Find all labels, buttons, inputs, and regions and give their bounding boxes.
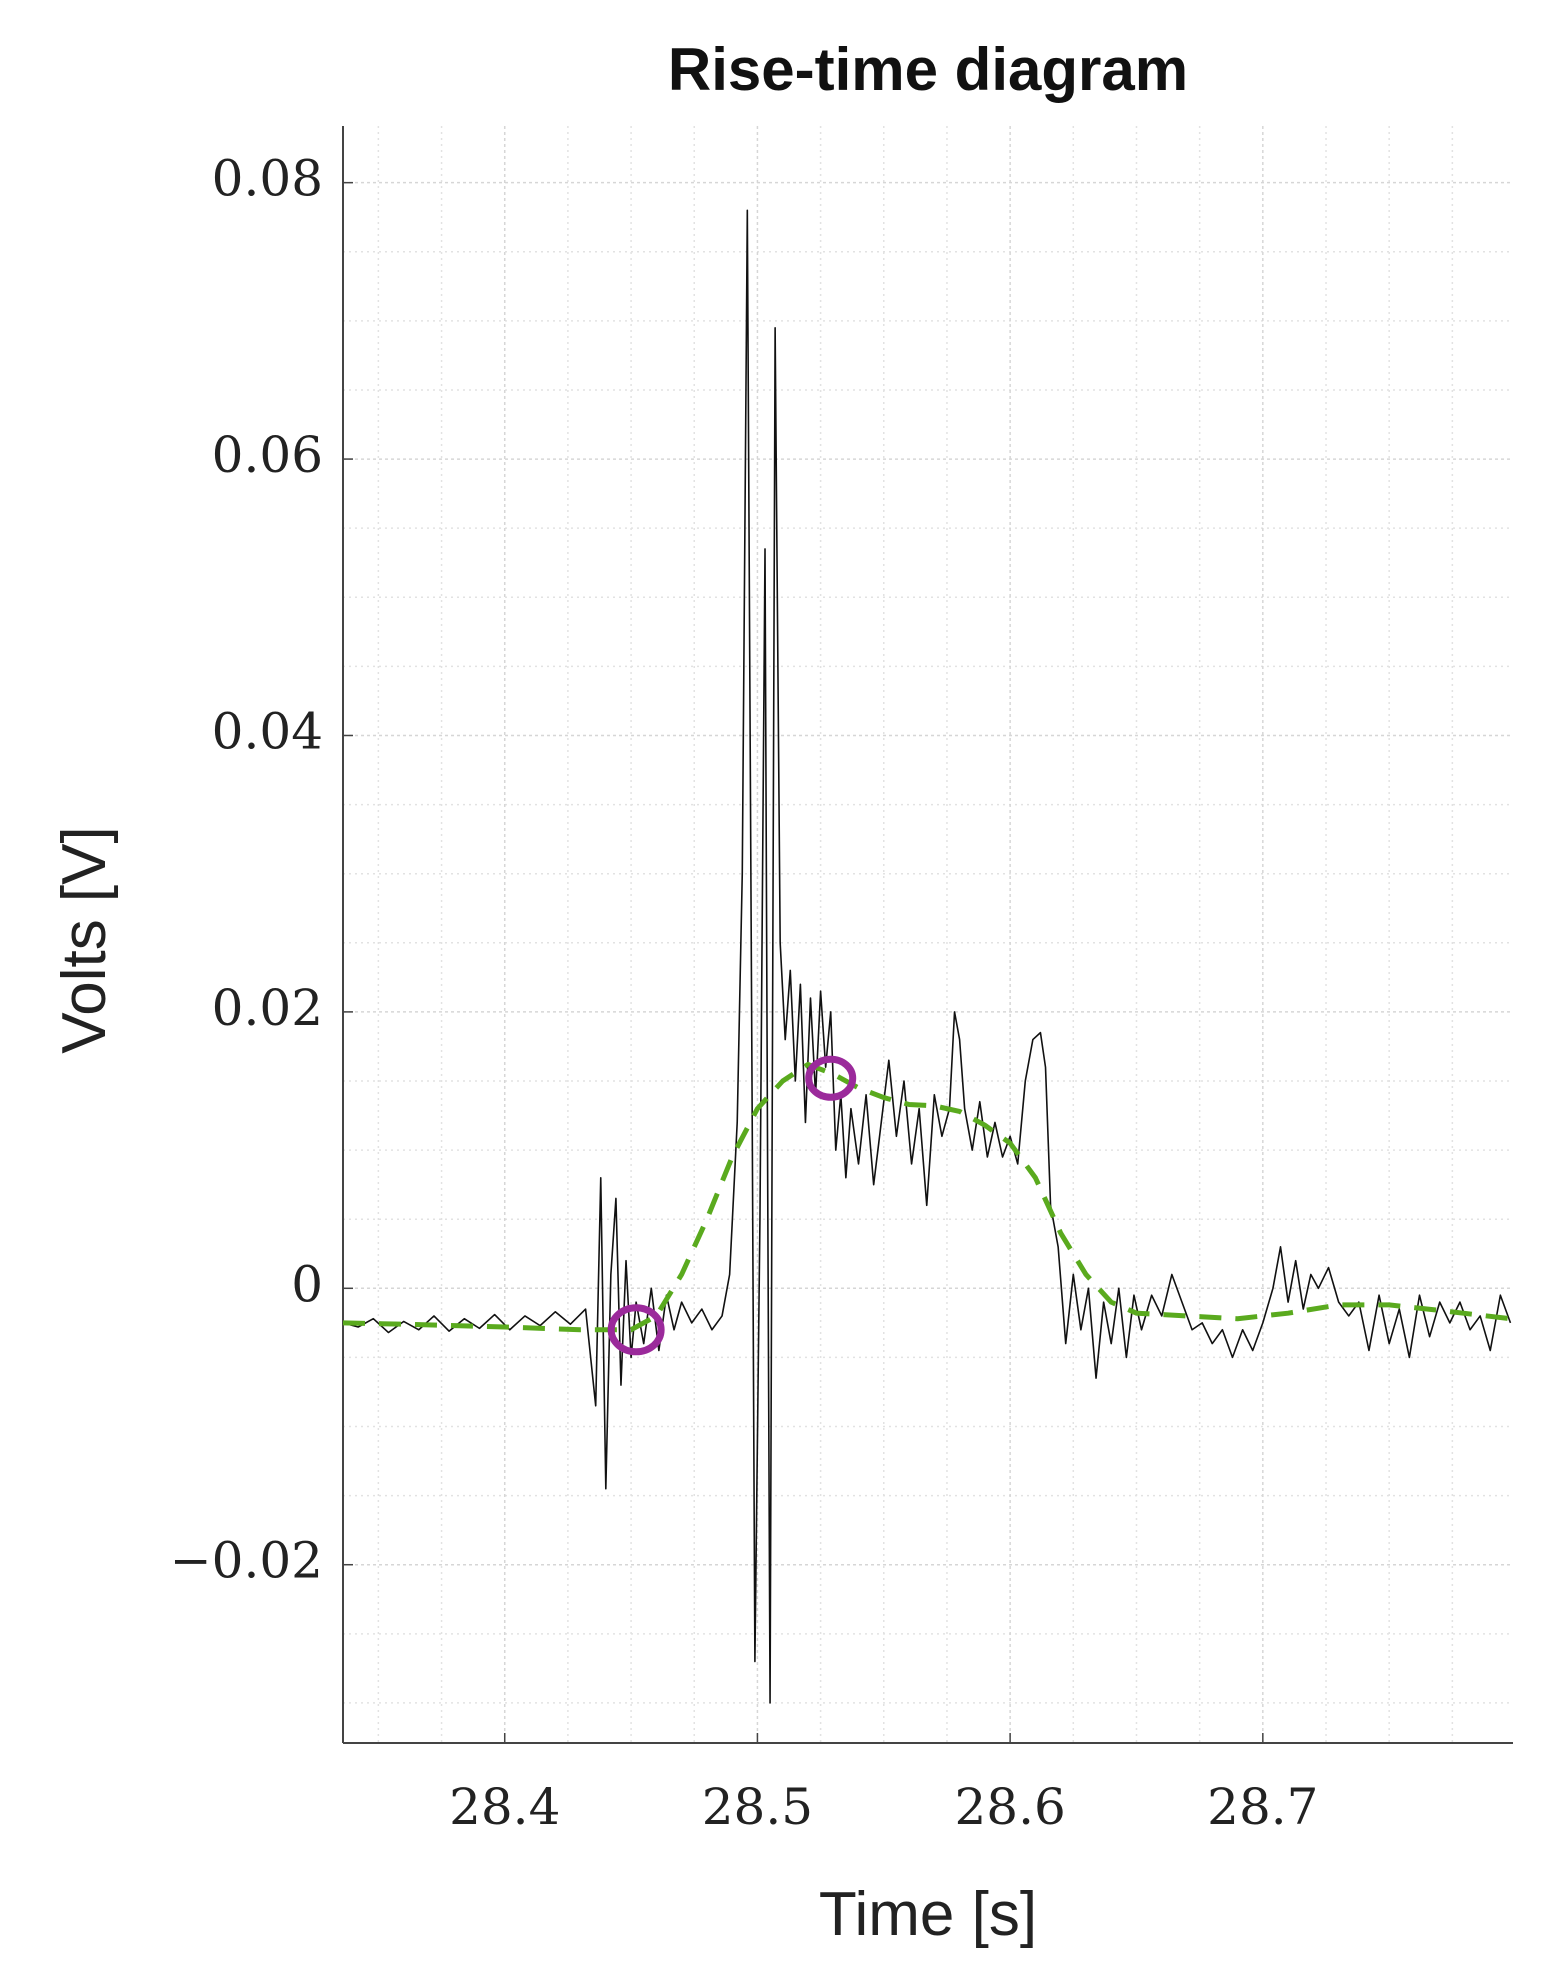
y-tick-label: 0.08 xyxy=(212,150,323,208)
chart-title: Rise-time diagram xyxy=(668,36,1188,103)
marker xyxy=(607,1304,665,1356)
y-tick-label: 0.02 xyxy=(212,979,323,1037)
y-tick-label: 0 xyxy=(291,1255,323,1313)
x-axis-title: Time [s] xyxy=(819,1880,1037,1949)
marker xyxy=(805,1055,857,1101)
x-tick-label: 28.6 xyxy=(954,1778,1065,1836)
x-tick-label: 28.5 xyxy=(702,1778,813,1836)
y-tick-label: −0.02 xyxy=(170,1532,323,1590)
y-tick-label: 0.06 xyxy=(212,426,323,484)
x-tick-label: 28.4 xyxy=(449,1778,560,1836)
smoothed-line xyxy=(342,1061,1511,1333)
signal-line xyxy=(342,209,1512,1704)
x-tick-label: 28.7 xyxy=(1207,1778,1318,1836)
y-axis-title: Volts [V] xyxy=(50,826,119,1053)
y-tick-label: 0.04 xyxy=(212,702,323,760)
